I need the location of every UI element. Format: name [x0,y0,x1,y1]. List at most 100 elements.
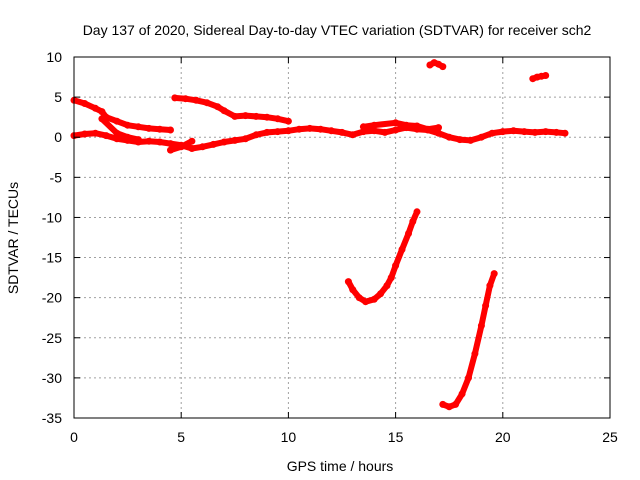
data-point [370,121,378,129]
data-point [327,127,335,135]
y-tick-label: -25 [42,330,62,346]
data-point [231,136,239,144]
data-point [471,350,479,358]
data-point [182,95,189,103]
data-point [284,127,292,135]
data-point [349,286,357,294]
data-point [477,322,485,330]
data-point [392,126,400,134]
y-tick-label: -30 [42,370,62,386]
data-point [91,104,99,112]
data-point [359,128,367,136]
chart-title: Day 137 of 2020, Sidereal Day-to-day VTE… [83,22,592,38]
y-tick-label: 0 [54,129,62,145]
series-branch-1 [98,115,142,143]
data-point [344,278,352,286]
data-point [145,137,153,145]
data-point [445,403,453,411]
data-point [242,112,249,120]
y-tick-label: -15 [42,250,62,266]
data-point [124,121,132,129]
data-point [306,124,314,132]
data-point [252,112,260,120]
data-point [435,129,442,137]
data-point [349,131,357,139]
data-point [338,128,346,136]
data-point [167,146,174,154]
data-point [370,295,378,303]
data-point [274,115,282,123]
data-point [359,123,367,131]
data-point [409,218,417,225]
data-point [134,123,142,131]
x-tick-label: 15 [388,429,404,445]
data-point [156,125,164,133]
data-point [458,390,466,398]
data-point [167,126,174,134]
data-point [242,135,249,143]
data-point [561,129,569,137]
data-point [113,129,121,137]
data-point [482,302,490,310]
y-tick-label: 5 [54,89,62,105]
y-tick-label: -5 [50,169,63,185]
data-point [145,124,153,132]
data-point [231,112,239,120]
x-tick-label: 25 [602,429,618,445]
data-point [370,127,378,135]
x-axis-label: GPS time / hours [287,458,394,474]
y-tick-label: -20 [42,290,62,306]
data-point [383,282,391,290]
data-point [552,128,560,136]
data-point [98,108,106,116]
data-point [171,94,179,102]
data-point [295,125,303,133]
data-point [102,132,110,140]
data-point [188,137,196,145]
data-point [445,133,453,141]
data-point [199,143,207,151]
data-point [317,125,325,133]
y-tick-label: 10 [46,49,62,65]
data-point [81,130,89,138]
axes: 0 5 10 15 20 25 10 5 0 -5 -10 -15 -20 -25 -30 -35 [42,49,618,445]
grid [74,57,610,418]
data-point [263,113,271,121]
data-point [488,129,496,137]
data-point [392,262,400,270]
data-point [362,298,370,306]
data-point [531,128,539,136]
data-point [486,282,494,290]
data-point [465,374,472,382]
data-point [167,140,174,148]
data-point [520,128,528,136]
data-point [467,136,475,144]
data-point [405,230,412,237]
data-point [91,129,99,137]
data-point [98,115,106,123]
data-point [542,72,550,79]
data-point [402,121,410,129]
data-point [188,145,196,152]
y-tick-label: -10 [42,209,62,225]
data-point [252,131,260,139]
data-point [113,117,121,125]
data-point [392,119,400,127]
data-point [439,63,447,71]
data-point [355,294,363,302]
data-point [477,133,485,141]
data-point [377,290,385,298]
plot-frame [73,56,611,419]
x-tick-label: 0 [70,429,78,445]
data-point [284,117,292,125]
data-point [424,125,432,133]
data-point [510,127,517,135]
data-point [387,274,395,282]
data-point [542,128,550,136]
x-tick-label: 20 [495,429,511,445]
data-point [156,138,164,146]
data-point [209,140,217,148]
y-tick-label: -35 [42,410,62,426]
data-point [452,400,460,408]
